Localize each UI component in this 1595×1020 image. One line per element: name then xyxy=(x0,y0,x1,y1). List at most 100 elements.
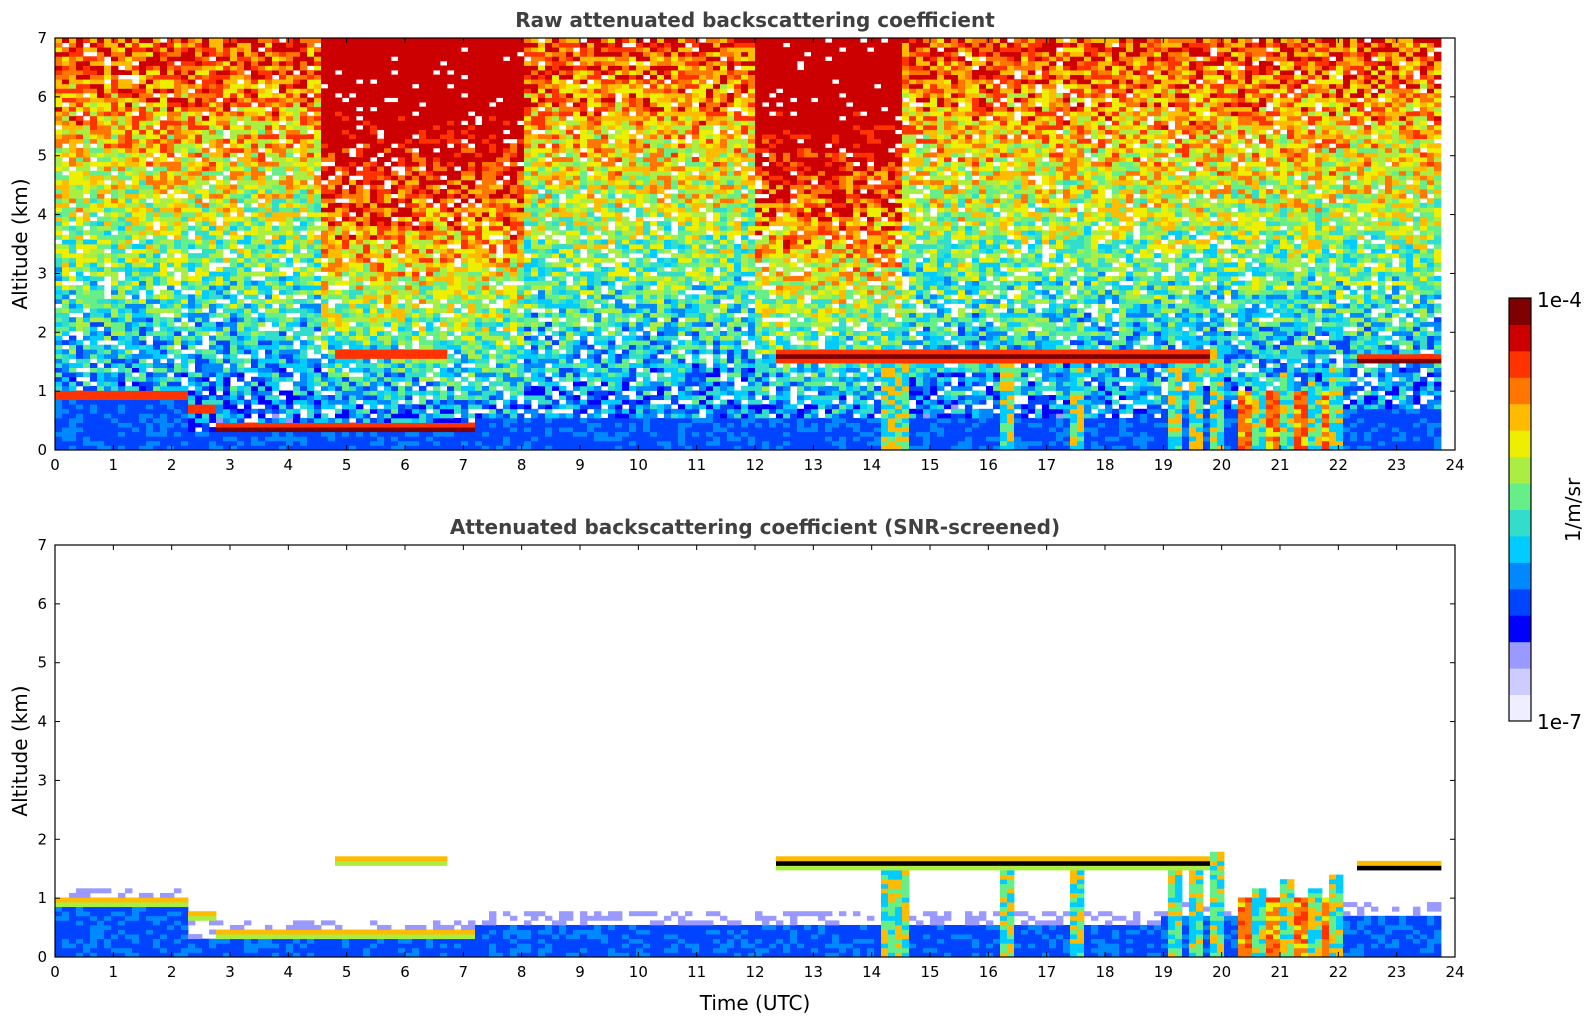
heatmap-cell xyxy=(447,353,455,359)
heatmap-cell xyxy=(286,317,294,323)
heatmap-cell xyxy=(328,97,336,103)
heatmap-cell xyxy=(349,330,357,336)
heatmap-cell xyxy=(300,161,308,167)
heatmap-cell xyxy=(370,239,378,245)
heatmap-cell xyxy=(314,124,322,130)
heatmap-cell xyxy=(349,189,357,195)
heatmap-cell xyxy=(223,202,231,208)
heatmap-cell xyxy=(377,124,385,130)
heatmap-cell xyxy=(83,303,91,309)
heatmap-cell xyxy=(265,445,273,451)
heatmap-cell xyxy=(335,317,343,323)
heatmap-cell xyxy=(97,179,105,185)
heatmap-cell xyxy=(307,326,315,332)
heatmap-cell xyxy=(97,193,105,199)
heatmap-cell xyxy=(83,294,91,300)
heatmap-cell xyxy=(83,138,91,144)
heatmap-cell xyxy=(321,326,329,332)
heatmap-cell xyxy=(419,129,427,135)
heatmap-cell xyxy=(328,308,336,314)
heatmap-cell xyxy=(370,179,378,185)
heatmap-cell xyxy=(370,431,378,437)
heatmap-cell xyxy=(307,312,315,318)
heatmap-cell xyxy=(55,207,63,213)
heatmap-cell xyxy=(384,262,392,268)
heatmap-cell xyxy=(426,92,434,98)
heatmap-cell xyxy=(223,106,231,112)
heatmap-cell xyxy=(76,88,84,94)
heatmap-cell xyxy=(419,422,427,428)
heatmap-cell xyxy=(216,285,224,291)
heatmap-cell xyxy=(69,157,77,162)
heatmap-cell xyxy=(426,83,434,89)
heatmap-cell xyxy=(447,134,455,140)
heatmap-cell xyxy=(412,349,420,355)
heatmap-cell xyxy=(258,88,266,94)
heatmap-cell xyxy=(139,65,147,71)
heatmap-cell xyxy=(146,440,154,446)
heatmap-cell xyxy=(461,271,469,277)
heatmap-cell xyxy=(153,115,161,121)
heatmap-cell xyxy=(237,253,245,259)
heatmap-cell xyxy=(454,143,462,149)
heatmap-cell xyxy=(433,92,441,98)
heatmap-cell xyxy=(384,65,392,71)
heatmap-cell xyxy=(419,207,427,213)
heatmap-cell xyxy=(419,344,427,350)
heatmap-cell xyxy=(160,70,168,76)
heatmap-cell xyxy=(370,294,378,300)
heatmap-cell xyxy=(188,70,196,76)
heatmap-cell xyxy=(216,147,224,153)
heatmap-cell xyxy=(97,408,105,414)
heatmap-cell xyxy=(433,335,441,341)
heatmap-cell xyxy=(118,124,126,130)
heatmap-cell xyxy=(314,239,322,245)
heatmap-cell xyxy=(69,211,77,217)
heatmap-cell xyxy=(244,358,252,364)
heatmap-cell xyxy=(370,152,378,158)
heatmap-cell xyxy=(398,404,406,410)
heatmap-cell xyxy=(412,225,420,231)
heatmap-cell xyxy=(125,143,133,149)
heatmap-cell xyxy=(195,124,203,130)
heatmap-cell xyxy=(356,111,364,117)
heatmap-cell xyxy=(265,344,273,350)
heatmap-cell xyxy=(258,248,266,254)
heatmap-cell xyxy=(237,335,245,341)
heatmap-cell xyxy=(69,79,77,85)
heatmap-cell xyxy=(174,175,182,181)
heatmap-cell xyxy=(55,216,63,222)
heatmap-cell xyxy=(216,417,224,423)
heatmap-cell xyxy=(265,129,273,135)
heatmap-cell xyxy=(237,445,245,451)
heatmap-cell xyxy=(412,193,420,199)
heatmap-cell xyxy=(202,363,210,368)
heatmap-cell xyxy=(111,321,119,327)
heatmap-cell xyxy=(174,317,182,323)
heatmap-cell xyxy=(111,38,119,43)
heatmap-cell xyxy=(307,193,315,199)
heatmap-cell xyxy=(279,244,287,249)
heatmap-cell xyxy=(286,340,294,346)
heatmap-cell xyxy=(55,179,63,185)
heatmap-cell xyxy=(118,262,126,268)
heatmap-cell xyxy=(468,257,476,263)
heatmap-cell xyxy=(104,244,112,249)
heatmap-cell xyxy=(237,115,245,121)
heatmap-cell xyxy=(202,289,210,295)
heatmap-cell xyxy=(244,221,252,227)
heatmap-cell xyxy=(300,280,308,286)
heatmap-cell xyxy=(419,147,427,153)
heatmap-cell xyxy=(258,395,266,401)
heatmap-cell xyxy=(461,340,469,346)
heatmap-cell xyxy=(342,431,350,437)
heatmap-cell xyxy=(475,413,483,419)
heatmap-cell xyxy=(153,440,161,446)
heatmap-cell xyxy=(377,266,385,272)
heatmap-cell xyxy=(230,83,238,89)
heatmap-cell xyxy=(55,413,63,419)
heatmap-cell xyxy=(146,225,154,231)
heatmap-cell xyxy=(286,358,294,364)
heatmap-cell xyxy=(468,175,476,181)
heatmap-cell xyxy=(104,440,112,446)
